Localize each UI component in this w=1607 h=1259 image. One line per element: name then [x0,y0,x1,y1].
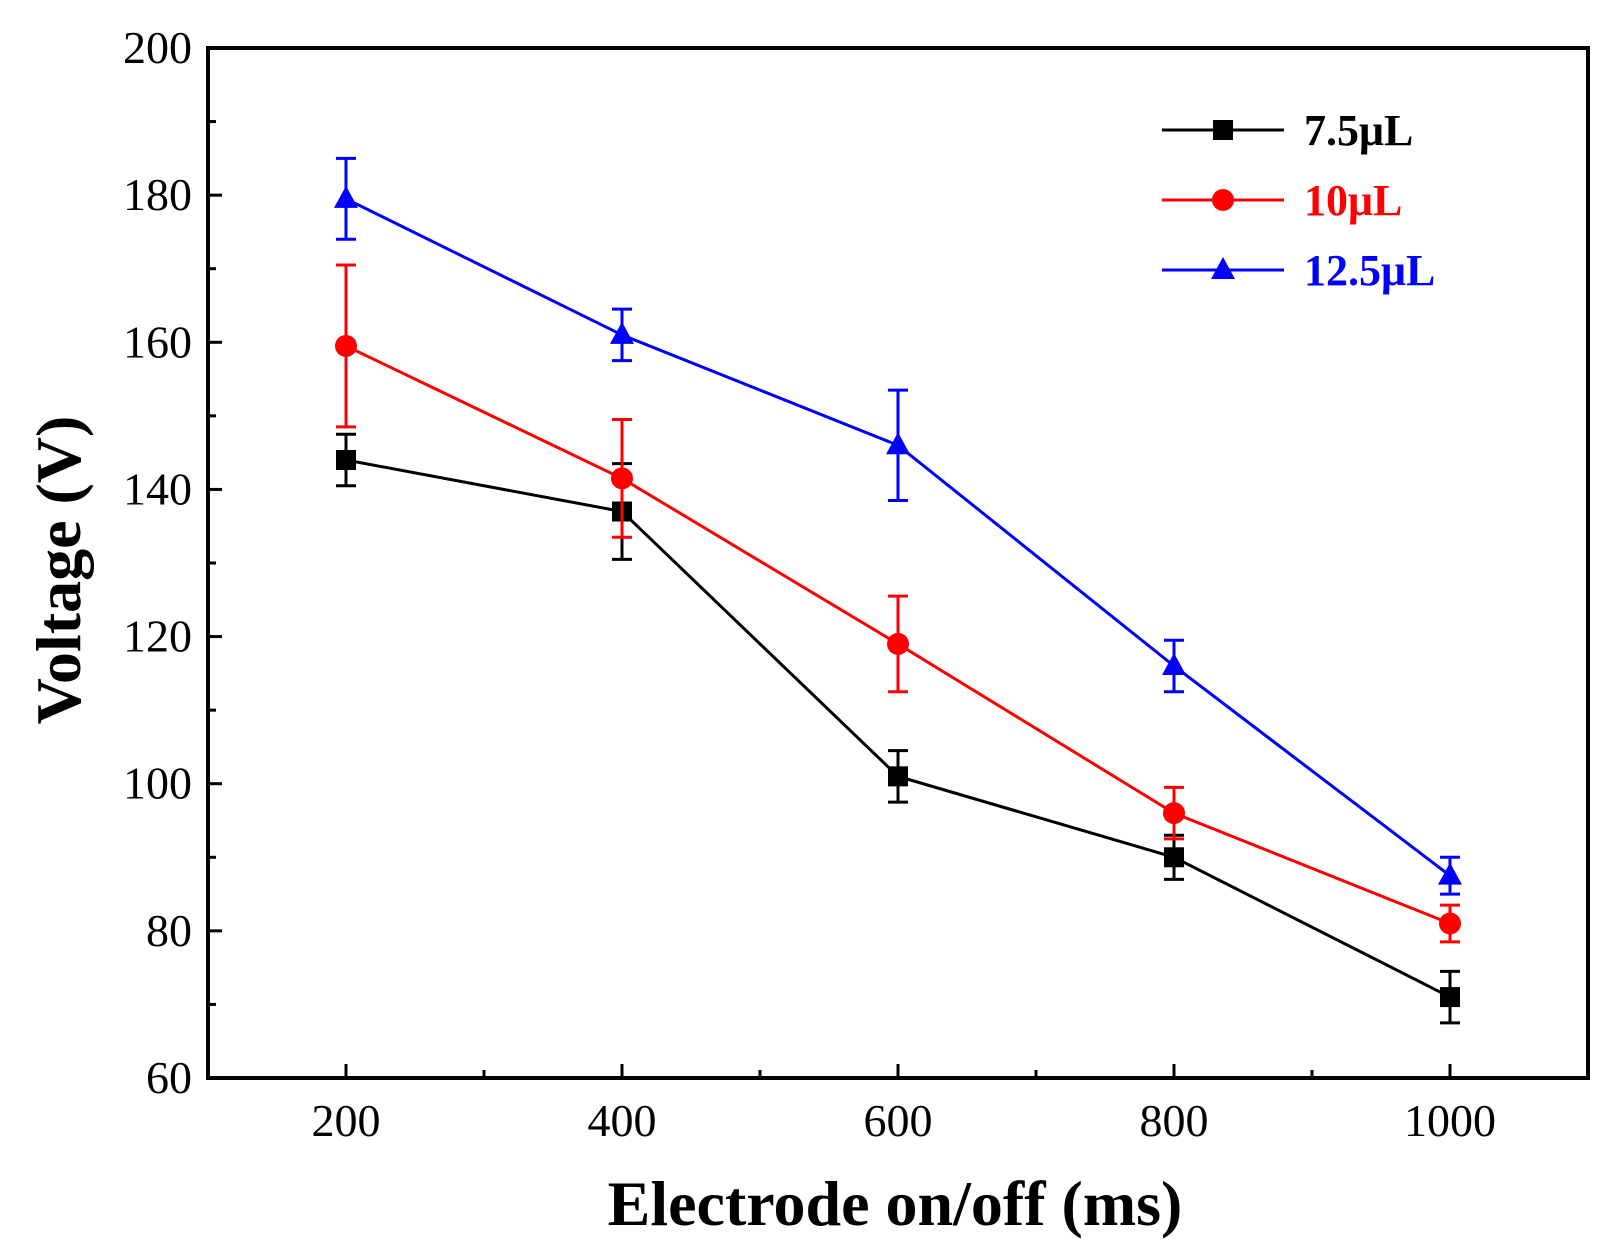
data-point [887,632,909,655]
y-tick-label: 60 [146,1052,192,1103]
data-point [1164,847,1184,868]
axes: 200 400 600 800 1000 60 80 100 120 140 160 180 200 [123,22,1590,1146]
y-tick-label: 160 [123,316,192,367]
data-point [886,432,910,455]
series-line [345,458,1451,999]
data-point [610,321,634,344]
data-point [1440,987,1460,1008]
y-tick-label: 180 [123,169,192,220]
legend-label: 7.5μL [1304,106,1413,155]
data-point [611,467,633,490]
x-axis-title: Electrode on/off (ms) [608,1168,1183,1239]
y-tick-label: 200 [123,22,192,73]
y-tick-label: 140 [123,463,192,514]
legend: 7.5μL 10μL 12.5μL [1162,106,1435,295]
legend-item-2: 12.5μL [1162,246,1435,295]
y-tick-label: 120 [123,611,192,662]
legend-label: 10μL [1304,176,1402,225]
data-point [1438,862,1462,885]
data-point [1162,653,1186,675]
legend-marker [1211,257,1235,279]
legend-marker [1213,120,1233,140]
data-point [1163,802,1185,825]
series-0 [336,432,1460,1025]
data-point [334,185,358,208]
data-point [1439,912,1461,935]
y-axis-title: Voltage (V) [23,416,94,725]
data-point [335,334,357,357]
x-tick-label: 400 [588,1095,657,1146]
series-1 [335,263,1461,944]
x-tick-label: 800 [1140,1095,1209,1146]
legend-item-0: 7.5μL [1162,106,1413,155]
x-tick-label: 600 [864,1095,933,1146]
legend-marker [1212,189,1234,211]
data-point [888,766,908,787]
x-tick-label: 1000 [1404,1095,1496,1146]
data-point [336,450,356,470]
series-group [334,156,1462,1025]
x-tick-label: 200 [312,1095,381,1146]
series-2 [334,156,1462,896]
legend-label: 12.5μL [1304,246,1435,295]
legend-item-1: 10μL [1162,176,1402,225]
y-tick-label: 100 [123,758,192,809]
y-tick-label: 80 [146,905,192,956]
